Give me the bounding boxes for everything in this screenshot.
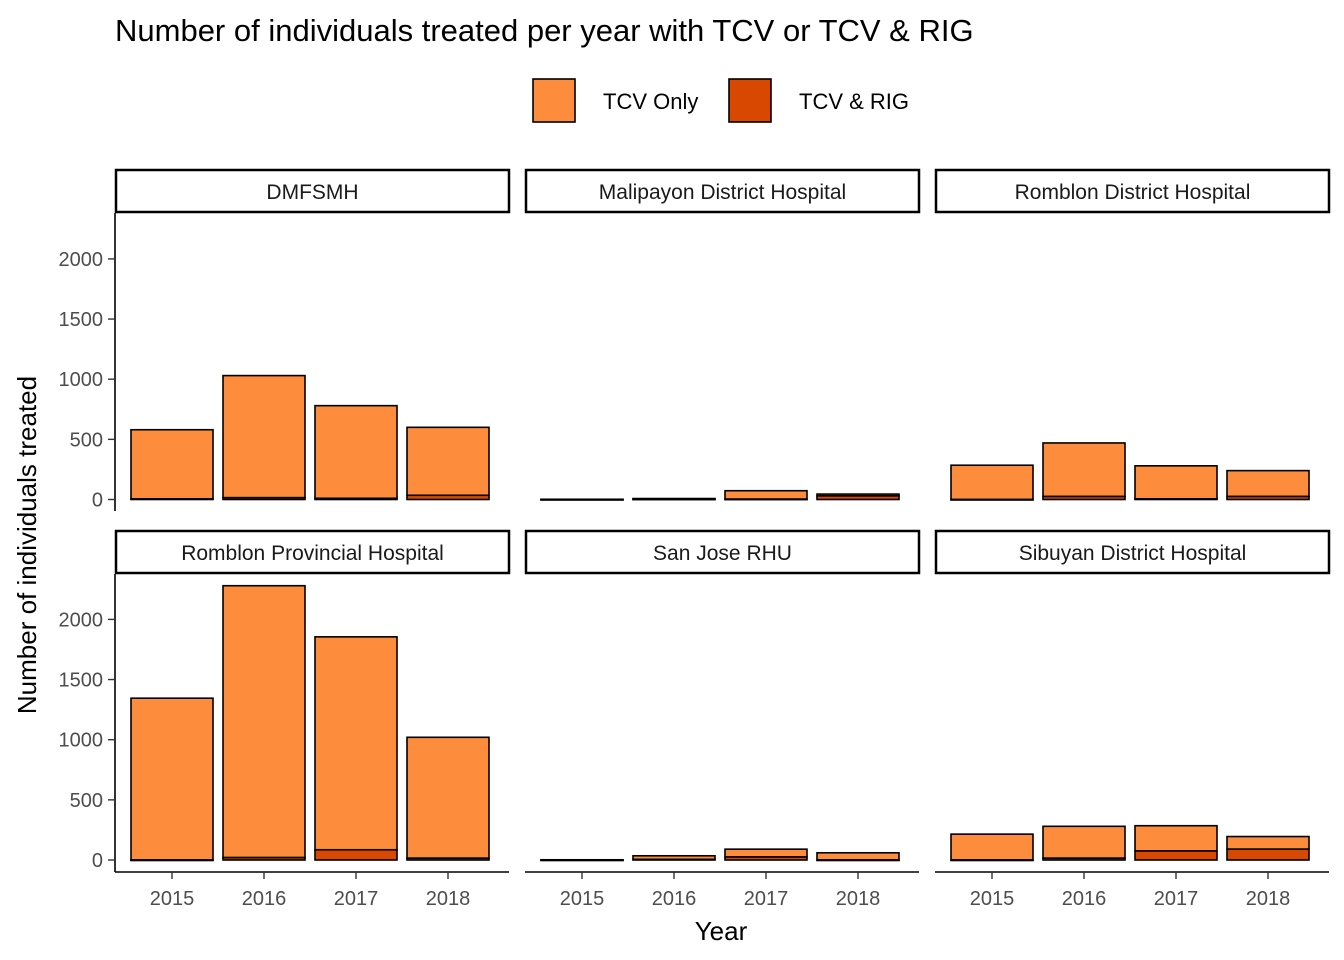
legend: TCV Only TCV & RIG: [532, 78, 909, 123]
bar-tcv-rig-2015: [540, 498, 624, 501]
bar-tcv-only-2018: [816, 851, 900, 861]
y-tick-label: 2000: [59, 249, 104, 271]
legend-label-tcv-only: TCV Only: [603, 89, 698, 114]
bar-tcv-rig-2018: [406, 857, 490, 861]
y-tick-label: 2000: [59, 609, 104, 631]
bar-tcv-only-2015: [950, 833, 1034, 861]
bar-tcv-rig-2016: [632, 858, 716, 861]
bar-tcv-rig-2016: [632, 498, 716, 501]
panel-san-jose-rhu: San Jose RHU 2015 2016 2017 2018: [524, 529, 921, 910]
y-tick-label: 0: [92, 850, 103, 872]
bar-tcv-only-2017: [1134, 465, 1218, 500]
bar-tcv-only-2016: [1042, 825, 1126, 859]
panel-sibuyan-district-hospital: Sibuyan District Hospital 2015 2016 2017 201…: [934, 529, 1331, 910]
x-tick-label: 2018: [1246, 888, 1291, 910]
bar-tcv-rig-2015: [950, 859, 1034, 862]
x-tick-label: 2016: [242, 888, 287, 910]
facet-strip-label: San Jose RHU: [653, 542, 792, 565]
legend-key-tcv-only: [532, 78, 576, 123]
bar-tcv-only-2017: [314, 404, 398, 500]
x-tick-label: 2018: [426, 888, 471, 910]
panel-romblon-provincial-hospital: Romblon Provincial Hospital 0 500 1000 1500 2…: [59, 529, 511, 910]
chart-title: Number of individuals treated per year w…: [115, 13, 974, 48]
facet-strip: [114, 168, 511, 214]
facet-strip-label: Romblon District Hospital: [1015, 181, 1251, 204]
bar-tcv-rig-2016: [222, 496, 306, 501]
facet-strip-label: Romblon Provincial Hospital: [181, 542, 444, 565]
x-axis-title: Year: [695, 916, 748, 946]
bar-tcv-only-2018: [1226, 469, 1310, 498]
bar-tcv-rig-2017: [314, 848, 398, 861]
x-tick-label: 2017: [1154, 888, 1199, 910]
bar-tcv-rig-2017: [1134, 498, 1218, 501]
bar-tcv-only-2016: [222, 584, 306, 859]
legend-key-tcv-rig: [728, 78, 772, 123]
bar-tcv-only-2016: [1042, 442, 1126, 498]
legend-label-tcv-rig: TCV & RIG: [799, 89, 909, 114]
bar-tcv-rig-2017: [724, 498, 808, 501]
bar-tcv-only-2016: [222, 374, 306, 499]
bar-tcv-rig-2015: [950, 498, 1034, 501]
facet-strip: [934, 529, 1331, 575]
y-tick-label: 1000: [59, 730, 104, 752]
facet-strip: [524, 168, 921, 214]
x-tick-label: 2016: [1062, 888, 1107, 910]
bar-tcv-rig-2015: [540, 859, 624, 862]
bar-tcv-rig-2017: [314, 497, 398, 501]
panel-dmfsmh: DMFSMH 0 500 1000 1500 2000: [59, 168, 511, 512]
bar-tcv-rig-2018: [816, 495, 900, 501]
y-tick-label: 500: [70, 429, 103, 451]
y-tick-label: 0: [92, 490, 103, 512]
bar-tcv-only-2017: [314, 636, 398, 851]
bar-tcv-rig-2015: [130, 498, 214, 501]
bar-tcv-rig-2016: [222, 856, 306, 861]
bar-tcv-rig-2015: [130, 859, 214, 862]
y-tick-label: 500: [70, 790, 103, 812]
x-tick-label: 2015: [150, 888, 195, 910]
bar-tcv-rig-2016: [1042, 495, 1126, 501]
bar-tcv-rig-2018: [406, 494, 490, 501]
facet-strip-label: Malipayon District Hospital: [599, 181, 846, 204]
facet-strip: [524, 529, 921, 575]
x-tick-label: 2017: [744, 888, 789, 910]
x-tick-label: 2015: [970, 888, 1015, 910]
x-tick-label: 2018: [836, 888, 881, 910]
bar-tcv-rig-2017: [1134, 850, 1218, 861]
bar-tcv-rig-2016: [1042, 857, 1126, 861]
bar-tcv-only-2017: [724, 848, 808, 858]
bar-tcv-only-2015: [130, 697, 214, 861]
y-tick-label: 1000: [59, 369, 104, 391]
facet-panels: DMFSMH 0 500 1000 1500 2000 Malipayon District…: [59, 168, 1331, 910]
facet-strip: [114, 529, 511, 575]
bar-tcv-only-2018: [406, 426, 490, 497]
y-tick-label: 1500: [59, 670, 104, 692]
bar-tcv-rig-2018: [1226, 495, 1310, 501]
x-tick-label: 2015: [560, 888, 605, 910]
x-tick-label: 2017: [334, 888, 379, 910]
panel-romblon-district-hospital: Romblon District Hospital: [934, 168, 1331, 501]
bar-tcv-rig-2017: [724, 856, 808, 861]
y-tick-label: 1500: [59, 309, 104, 331]
facet-strip-label: DMFSMH: [266, 181, 358, 204]
bar-tcv-only-2015: [950, 464, 1034, 501]
bar-tcv-only-2018: [406, 736, 490, 859]
bar-tcv-only-2017: [724, 489, 808, 500]
bar-tcv-rig-2018: [816, 859, 900, 862]
panel-malipayon-district-hospital: Malipayon District Hospital: [524, 168, 921, 501]
bar-tcv-rig-2018: [1226, 848, 1310, 861]
facet-strip-label: Sibuyan District Hospital: [1019, 542, 1247, 565]
facet-strip: [934, 168, 1331, 214]
bar-tcv-only-2018: [1226, 835, 1310, 850]
x-tick-label: 2016: [652, 888, 697, 910]
y-axis-title: Number of individuals treated: [12, 376, 42, 714]
bar-tcv-only-2017: [1134, 824, 1218, 852]
bar-tcv-only-2015: [130, 428, 214, 500]
